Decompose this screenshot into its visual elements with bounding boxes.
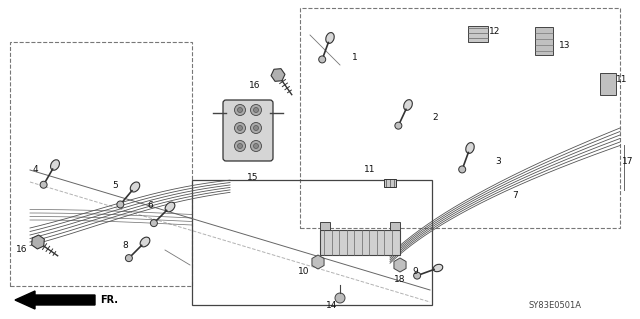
Circle shape [253,144,259,149]
FancyBboxPatch shape [468,26,488,42]
Circle shape [150,219,157,226]
Text: 16: 16 [249,80,260,90]
Circle shape [125,255,132,262]
Text: 5: 5 [112,181,118,189]
Circle shape [319,56,326,63]
Ellipse shape [404,100,412,110]
Text: SY83E0501A: SY83E0501A [529,300,582,309]
Text: 15: 15 [247,174,259,182]
Circle shape [237,125,243,130]
Text: 4: 4 [32,166,38,174]
Circle shape [237,108,243,113]
Text: 6: 6 [147,201,153,210]
Circle shape [253,125,259,130]
Circle shape [335,293,345,303]
Circle shape [253,108,259,113]
FancyBboxPatch shape [384,179,396,187]
Circle shape [395,122,402,129]
Bar [10,42,192,286]
Ellipse shape [433,264,443,272]
FancyBboxPatch shape [223,100,273,161]
Bar [300,8,620,228]
Text: 14: 14 [326,300,338,309]
Bar [320,230,400,255]
Ellipse shape [131,182,140,192]
FancyBboxPatch shape [535,27,553,55]
Circle shape [250,140,262,152]
Circle shape [250,105,262,115]
Ellipse shape [140,237,150,247]
Polygon shape [271,69,285,81]
Circle shape [40,181,47,188]
Circle shape [234,105,246,115]
Text: FR.: FR. [100,295,118,305]
Circle shape [459,166,466,173]
Bar [320,222,330,230]
Polygon shape [31,235,44,249]
Text: 16: 16 [16,246,28,255]
Text: 13: 13 [559,41,571,49]
Text: 12: 12 [490,27,500,36]
Ellipse shape [326,33,334,43]
Text: 7: 7 [512,190,518,199]
Text: 2: 2 [432,114,438,122]
Text: 18: 18 [394,276,406,285]
Text: 1: 1 [352,54,358,63]
Text: 11: 11 [364,166,376,174]
Ellipse shape [165,202,175,212]
Circle shape [234,122,246,133]
FancyArrow shape [15,291,95,309]
Text: 10: 10 [298,268,310,277]
Text: 9: 9 [412,268,418,277]
Circle shape [117,201,124,208]
FancyBboxPatch shape [600,73,616,95]
Circle shape [234,140,246,152]
Ellipse shape [51,160,60,170]
Text: 8: 8 [122,241,128,249]
Circle shape [413,272,420,279]
Bar [390,222,400,230]
Bar [192,180,432,305]
Text: 17: 17 [622,158,634,167]
Text: 3: 3 [495,158,501,167]
Circle shape [237,144,243,149]
Circle shape [250,122,262,133]
Text: 11: 11 [616,76,628,85]
Ellipse shape [466,143,474,153]
